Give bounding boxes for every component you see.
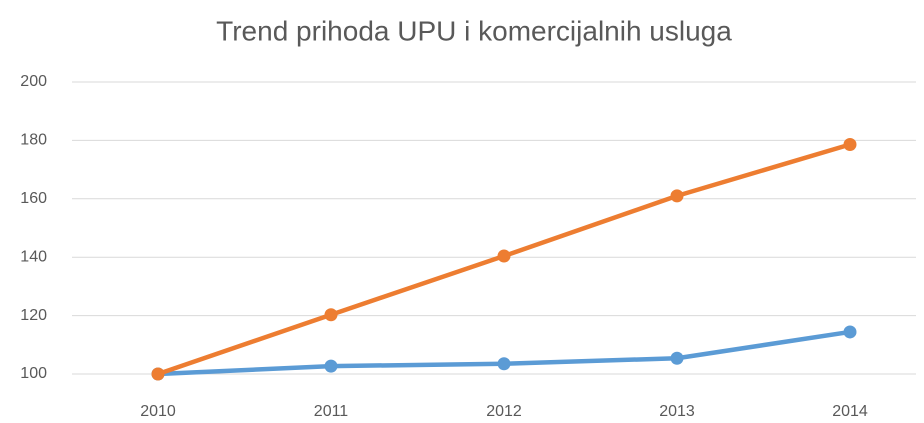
x-tick-label: 2013 <box>659 403 695 420</box>
marker <box>843 137 857 151</box>
y-tick-label: 140 <box>20 248 47 265</box>
y-tick-label: 160 <box>20 190 47 207</box>
marker <box>151 367 165 381</box>
marker <box>324 308 338 322</box>
y-tick-label: 120 <box>20 307 47 324</box>
marker <box>843 325 857 339</box>
x-tick-label: 2011 <box>314 403 349 420</box>
x-tick-label: 2010 <box>140 403 176 420</box>
marker <box>670 351 684 365</box>
y-tick-label: 100 <box>20 365 47 382</box>
marker <box>324 359 338 373</box>
marker <box>670 189 684 203</box>
chart-title: Trend prihoda UPU i komercijalnih usluga <box>216 15 732 46</box>
y-tick-label: 200 <box>20 73 47 90</box>
marker <box>497 249 511 263</box>
x-tick-label: 2012 <box>486 403 522 420</box>
y-tick-label: 180 <box>20 132 47 149</box>
x-tick-label: 2014 <box>832 403 868 420</box>
marker <box>497 357 511 371</box>
